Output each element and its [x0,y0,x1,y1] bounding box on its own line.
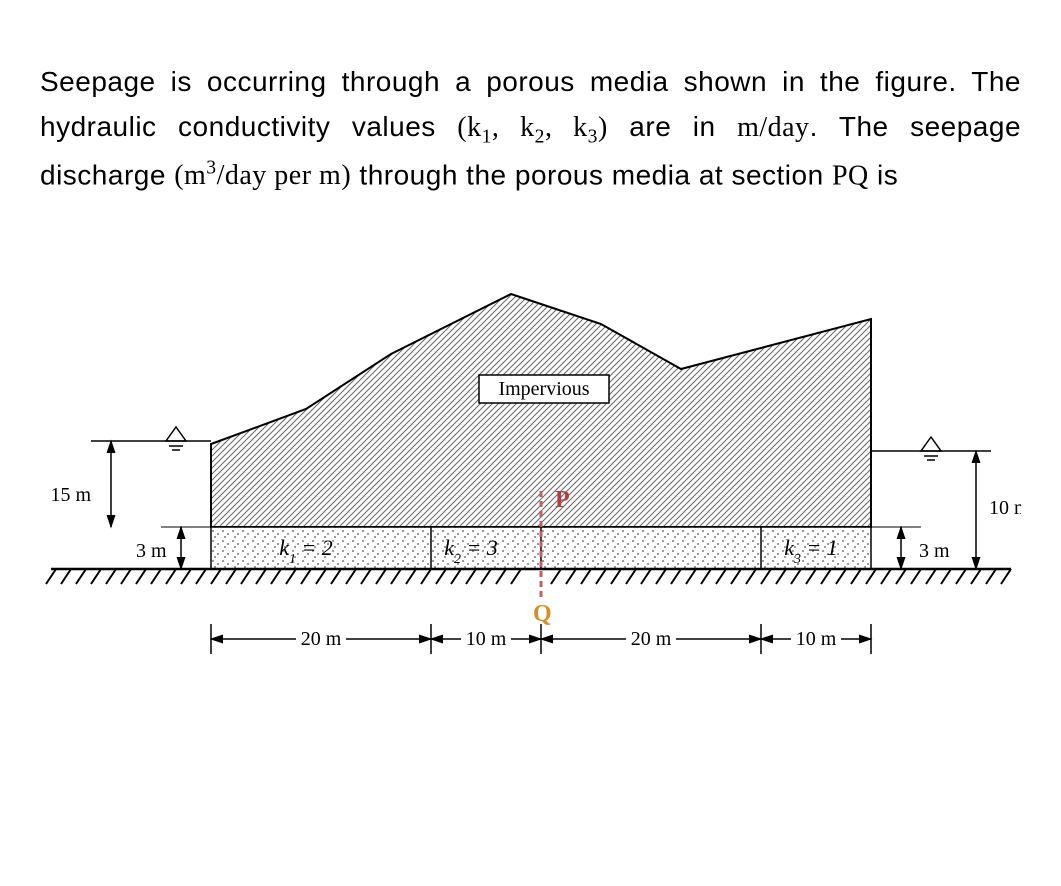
dim-10m-2: 10 m [795,628,836,650]
dim-20m-1: 20 m [300,628,341,650]
water-symbol-right [921,437,941,460]
problem-p4: through the porous media at section [351,159,832,190]
dim-10m-1: 10 m [465,628,506,650]
problem-p5: is [869,159,899,190]
dim-20m-2: 20 m [630,628,671,650]
right-3m-label: 3 m [919,540,950,562]
math-pq: PQ [832,160,869,191]
bottom-dimensions: 20 m 10 m 20 m 10 m [211,624,871,654]
math-k-values: (k1, k2, k3) [457,112,608,143]
math-mday: m/day [737,112,810,143]
impervious-label: Impervious [498,378,589,400]
left-3m-label: 3 m [136,540,167,562]
problem-p2: are in [608,111,737,142]
problem-statement: Seepage is occurring through a porous me… [40,60,1021,199]
left-15m-label: 15 m [50,484,91,506]
water-symbol-left [166,427,186,450]
q-label: Q [533,601,552,627]
math-discharge: (m3/day per m) [174,160,351,191]
seepage-diagram: Impervious k1 = 2 k2 = 3 k3 = 1 P Q [41,249,1021,699]
ground-hatch [46,569,1011,584]
right-10m-label: 10 m [989,497,1021,519]
p-label: P [555,487,570,513]
